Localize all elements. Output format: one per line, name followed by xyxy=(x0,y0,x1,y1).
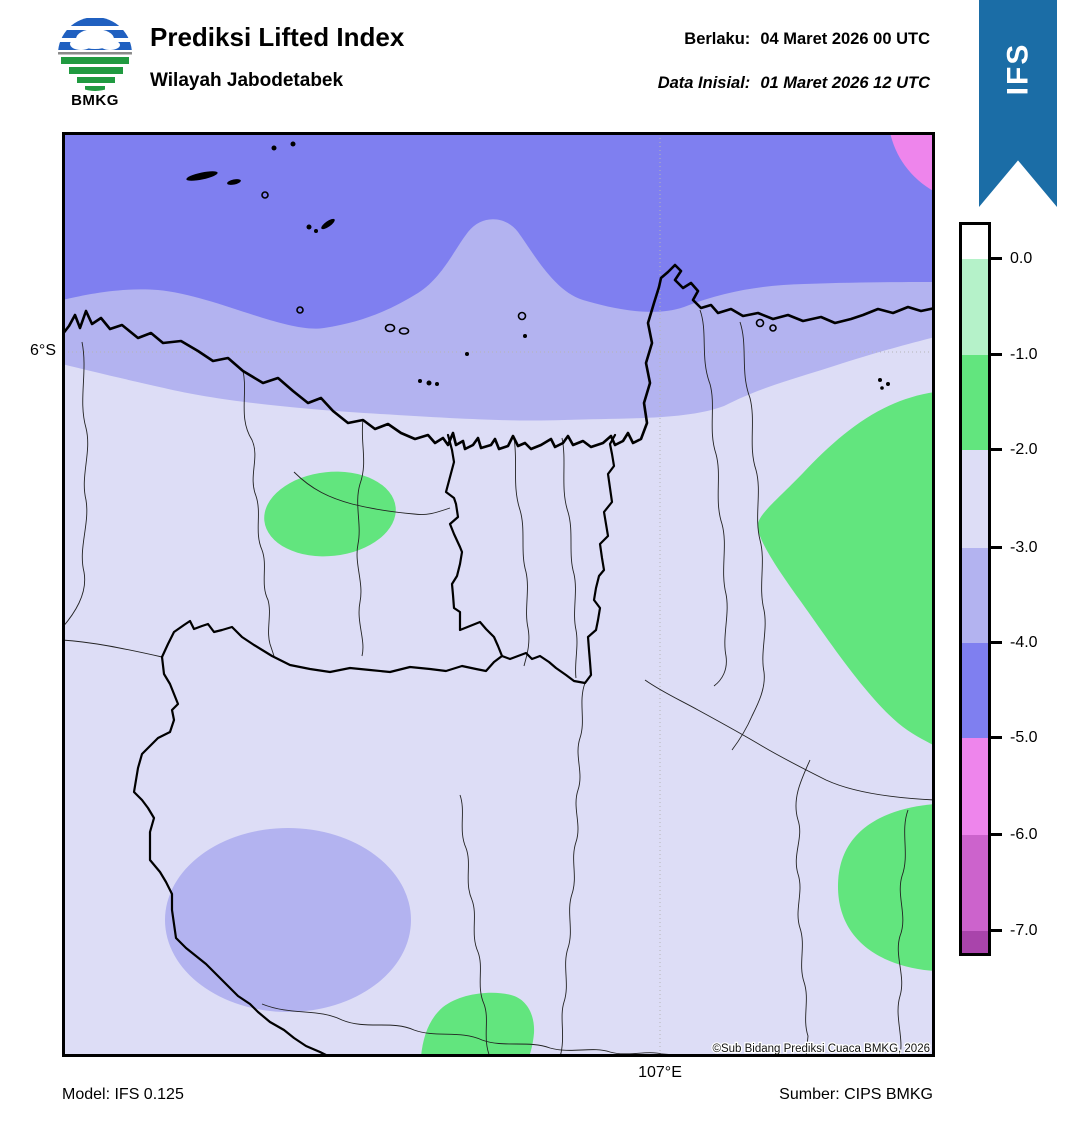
java-coastline xyxy=(62,263,935,451)
legend-segment xyxy=(962,643,988,738)
fill-green-east-small xyxy=(837,804,935,971)
legend-tick-label: 0.0 xyxy=(1010,250,1033,267)
legend-tick xyxy=(991,736,1002,739)
legend-tick-label: -5.0 xyxy=(1010,729,1038,746)
init-time-value: 01 Maret 2026 12 UTC xyxy=(760,74,930,92)
legend-tick-label: -7.0 xyxy=(1010,922,1038,939)
fill-green-south xyxy=(421,992,535,1057)
page-subtitle: Wilayah Jabodetabek xyxy=(150,70,344,91)
legend-tick-label: -6.0 xyxy=(1010,826,1038,843)
init-time-line: Data Inisial: 01 Maret 2026 12 UTC xyxy=(658,74,930,93)
init-time-label: Data Inisial: xyxy=(657,74,751,92)
legend-tick-label: -4.0 xyxy=(1010,634,1038,651)
legend-segment xyxy=(962,450,988,548)
fill-li-m3-m4-blob xyxy=(165,828,411,1012)
seribu-islands xyxy=(186,141,890,390)
valid-time-value: 04 Maret 2026 00 UTC xyxy=(760,30,930,48)
model-ribbon: IFS xyxy=(979,0,1057,207)
map-copyright: ©Sub Bidang Prediksi Cuaca BMKG, 2026 xyxy=(712,1043,930,1055)
source-label: Sumber: CIPS BMKG xyxy=(779,1086,933,1103)
model-label: Model: IFS 0.125 xyxy=(62,1086,184,1103)
legend-tick xyxy=(991,448,1002,451)
fill-green-tangerang xyxy=(264,471,396,557)
legend-tick-label: -3.0 xyxy=(1010,539,1038,556)
legend-tick xyxy=(991,833,1002,836)
fill-li-m5-m6-corner xyxy=(890,132,935,192)
legend-segment xyxy=(962,738,988,835)
bmkg-logo xyxy=(58,17,132,91)
latitude-tick-label: 6°S xyxy=(30,342,56,359)
legend-segment xyxy=(962,548,988,643)
legend-tick xyxy=(991,353,1002,356)
legend-tick xyxy=(991,929,1002,932)
valid-time-line: Berlaku: 04 Maret 2026 00 UTC xyxy=(684,30,930,49)
model-ribbon-label: IFS xyxy=(1000,42,1034,96)
map-frame xyxy=(62,132,935,1057)
fill-li-m4-m5-band xyxy=(62,132,935,329)
legend-segment xyxy=(962,225,988,259)
legend-segment xyxy=(962,931,988,953)
legend-tick xyxy=(991,641,1002,644)
legend-tick-label: -2.0 xyxy=(1010,441,1038,458)
fill-green-east-large xyxy=(757,392,935,746)
legend-tick-label: -1.0 xyxy=(1010,346,1038,363)
legend-segment xyxy=(962,259,988,355)
legend-colorbar xyxy=(959,222,991,956)
legend-segment xyxy=(962,835,988,931)
regency-boundaries xyxy=(62,309,935,1057)
valid-time-label: Berlaku: xyxy=(684,30,751,48)
legend-segment xyxy=(962,355,988,450)
bmkg-logo-text: BMKG xyxy=(71,92,119,109)
lifted-index-map: ©Sub Bidang Prediksi Cuaca BMKG, 2026 xyxy=(62,132,935,1057)
legend-tick xyxy=(991,257,1002,260)
legend-tick xyxy=(991,546,1002,549)
page-title: Prediksi Lifted Index xyxy=(150,22,405,52)
longitude-tick-label: 107°E xyxy=(638,1064,682,1081)
province-boundaries xyxy=(132,433,617,1057)
